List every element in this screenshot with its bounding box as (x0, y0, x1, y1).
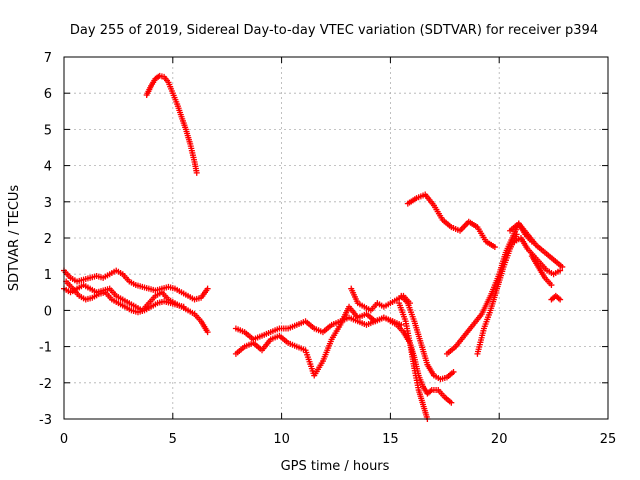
y-tick-label: 1 (44, 268, 52, 283)
y-tick-label: 7 (44, 51, 52, 66)
y-tick-label: -3 (39, 413, 52, 428)
y-tick-label: 2 (44, 232, 52, 247)
trace-late-band-2 (511, 235, 564, 278)
trace-early-band-1 (61, 267, 211, 303)
data-point-marker (448, 399, 455, 406)
y-tick-label: 0 (44, 304, 52, 319)
x-tick-label: 5 (169, 432, 177, 447)
y-axis-label: SDTVAR / TECUs (7, 185, 22, 292)
y-tick-label: 6 (44, 87, 52, 102)
data-point-marker (491, 244, 498, 251)
axis-ticks: 0 5 10 15 20 25 -3 -2 -1 0 1 2 3 4 5 6 7 (39, 51, 616, 447)
data-point-marker (450, 368, 457, 375)
y-tick-label: 5 (44, 123, 52, 138)
data-point-marker (548, 282, 555, 289)
trace-afternoon-descent-2 (396, 300, 431, 422)
trace-evening-rise-2 (474, 231, 520, 357)
x-tick-label: 15 (382, 432, 399, 447)
y-tick-label: 4 (44, 160, 52, 175)
plot-frame (63, 56, 609, 420)
x-tick-label: 10 (273, 432, 290, 447)
data-point-marker (180, 303, 187, 310)
trace-early-band-3 (63, 278, 187, 316)
data-point-marker (193, 169, 200, 176)
x-tick-label: 25 (600, 432, 617, 447)
grid (64, 57, 608, 419)
data-point-marker (559, 263, 566, 270)
data-point-marker (557, 296, 564, 303)
trace-midday-band-3 (348, 285, 413, 314)
data-point-marker (204, 285, 211, 292)
data-point-marker (557, 267, 564, 274)
x-tick-label: 0 (60, 432, 68, 447)
data-point-marker (513, 231, 520, 238)
trace-late-band-3 (528, 253, 555, 289)
y-tick-label: 3 (44, 196, 52, 211)
trace-late-tail (548, 292, 564, 303)
trace-late-band-1 (507, 220, 566, 270)
x-axis-label: GPS time / hours (281, 459, 390, 474)
chart-title: Day 255 of 2019, Sidereal Day-to-day VTE… (70, 23, 598, 38)
y-tick-label: -2 (39, 377, 52, 392)
x-tick-label: 20 (491, 432, 508, 447)
trace-afternoon-descent-3 (398, 292, 457, 383)
trace-evening-rise (443, 220, 535, 357)
trace-morning-peak (143, 72, 200, 176)
data-series (61, 72, 566, 422)
trace-late-upper (404, 191, 498, 251)
y-tick-label: -1 (39, 341, 52, 356)
data-point-marker (204, 329, 211, 336)
trace-midday-band-2 (232, 303, 396, 379)
